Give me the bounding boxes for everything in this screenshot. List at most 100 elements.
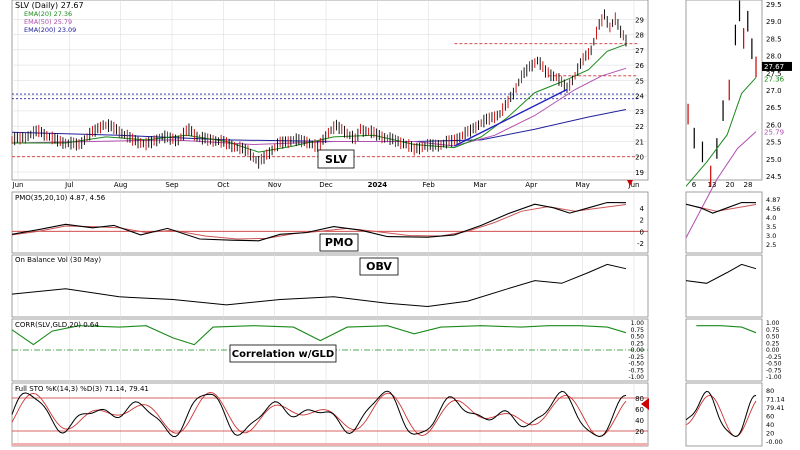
corr-y-tick: 0.25 [631, 340, 645, 347]
x-tick-label: Sep [165, 181, 179, 189]
zoom-y-tick-label: 28.0 [766, 53, 782, 61]
zoom-ema20-line [685, 77, 757, 187]
sto-d-line [11, 392, 627, 437]
x-tick-label: Jun [628, 181, 640, 189]
legend-ema50: EMA(50) 25.79 [24, 18, 72, 26]
zoom-sto-d-line [685, 395, 757, 437]
zoom-y-tick-label: 28.5 [766, 35, 782, 43]
panel-frame-2 [11, 254, 649, 318]
x-tick-label: Oct [217, 181, 229, 189]
ema20-line [12, 43, 627, 153]
corr-label-box: Correlation w/GLD [229, 344, 337, 363]
panel-frame-1 [11, 191, 649, 254]
x-tick-label: Aug [114, 181, 128, 189]
corr-y-tick: 0.50 [631, 334, 645, 341]
zoom-pmo-y-tick: 4.87 [766, 196, 780, 204]
zoom-corr-y-tick: -0.50 [766, 361, 782, 368]
pmo-label-box: PMO [319, 233, 359, 252]
corr-y-tick: -0.75 [628, 367, 644, 374]
y-tick-label: 19 [635, 169, 644, 177]
x-tick-label: Jul [64, 181, 74, 189]
zoom-obv-line [685, 263, 757, 284]
zoom-y-tick-label: 27.5 [766, 70, 782, 78]
main-title: SLV (Daily) 27.67 [15, 1, 84, 10]
sto-y-tick: 40 [635, 417, 644, 425]
zoom-sto-y-tick: 79.41 [766, 404, 785, 412]
sto-y-tick: 80 [635, 395, 644, 403]
corr-label: Correlation w/GLD [232, 349, 334, 360]
panel-frame-0 [11, 0, 649, 181]
pmo-signal-line [11, 204, 627, 240]
pmo-label: PMO [325, 236, 353, 249]
y-tick-label: 26 [635, 62, 644, 70]
corr-title: CORR(SLV,GLD,20) 0.64 [15, 321, 99, 329]
slv-label: SLV [325, 153, 347, 166]
y-tick-label: 24 [635, 93, 644, 101]
zoom-sto-y-tick: 71.14 [766, 396, 785, 404]
zoom-panel-frame-1 [685, 191, 763, 254]
trendline [454, 88, 568, 147]
corr-y-tick: -1.00 [628, 374, 644, 381]
corr-y-tick: 0.00 [631, 347, 645, 354]
x-tick-label: Apr [525, 181, 537, 189]
ema50-line [11, 67, 627, 147]
zoom-corr-y-tick: 0.00 [766, 347, 780, 354]
zoom-pmo-y-tick: 4.0 [766, 214, 776, 222]
zoom-sto-y-tick: -0.00 [766, 438, 783, 446]
zoom-x-tick-label: 28 [744, 181, 753, 189]
legend-ema200: EMA(200) 23.09 [24, 26, 76, 34]
y-tick-label: 21 [635, 138, 644, 146]
zoom-y-tick-label: 25.0 [766, 156, 782, 164]
zoom-pmo-signal-line [696, 204, 757, 212]
zoom-panel-frame-3 [685, 318, 763, 382]
x-tick-label: May [575, 181, 589, 189]
sto-y-tick: 20 [635, 428, 644, 436]
x-tick-label: Dec [319, 181, 333, 189]
zoom-pmo-line [685, 201, 757, 214]
zoom-corr-y-tick: -1.00 [766, 374, 782, 381]
x-tick-label: Jun [12, 181, 24, 189]
x-tick-label: Nov [268, 181, 282, 189]
zoom-corr-y-tick: 0.75 [766, 327, 780, 334]
obv-line [11, 263, 627, 308]
zoom-y-tick-label: 27.0 [766, 87, 782, 95]
zoom-pmo-y-tick: 3.0 [766, 232, 776, 240]
zoom-corr-line [696, 325, 757, 334]
zoom-y-tick-label: 29.0 [766, 18, 782, 26]
y-tick-label: 28 [635, 32, 644, 40]
pmo-line [11, 201, 627, 242]
zoom-y-tick-label: 26.0 [766, 121, 782, 129]
corr-y-tick: 1.00 [631, 320, 645, 327]
zoom-panel-frame-0 [685, 0, 763, 181]
sto-title: Full STO %K(14,3) %D(3) 71.14, 79.41 [15, 385, 149, 393]
zoom-x-tick-label: 13 [708, 181, 717, 189]
x-tick-label: Mar [473, 181, 486, 189]
pmo-title: PMO(35,20,10) 4.87, 4.56 [15, 194, 106, 202]
zoom-corr-y-tick: 0.50 [766, 334, 780, 341]
zoom-corr-y-tick: -0.25 [766, 354, 782, 361]
x-tick-label: 2024 [368, 181, 388, 189]
zoom-y-tick-label: 26.5 [766, 104, 782, 112]
y-tick-label: 29 [635, 16, 644, 24]
ema20-badge: 27.36 [764, 76, 785, 84]
ema50-badge: 25.79 [764, 129, 784, 137]
zoom-x-tick-label: 20 [726, 181, 735, 189]
x-tick-label: Feb [422, 181, 435, 189]
zoom-y-tick-label: 24.5 [766, 173, 782, 181]
sto-bottom-shade [12, 443, 648, 446]
y-tick-label: 25 [635, 77, 644, 85]
corr-y-tick: -0.50 [628, 361, 644, 368]
pmo-y-tick: -2 [637, 240, 644, 248]
zoom-pmo-y-tick: 3.5 [766, 223, 776, 231]
zoom-panel-frame-4 [685, 382, 763, 447]
corr-y-tick: 0.75 [631, 327, 645, 334]
zoom-pmo-y-tick: 2.5 [766, 241, 776, 249]
pmo-y-tick: 4 [640, 205, 645, 213]
zoom-sto-y-tick: 40 [766, 421, 774, 429]
pmo-y-tick: 2 [640, 217, 644, 225]
y-tick-label: 22 [635, 123, 644, 131]
obv-title: On Balance Vol (30 May) [15, 256, 101, 264]
zoom-corr-y-tick: 0.25 [766, 340, 780, 347]
y-tick-label: 23 [635, 108, 644, 116]
